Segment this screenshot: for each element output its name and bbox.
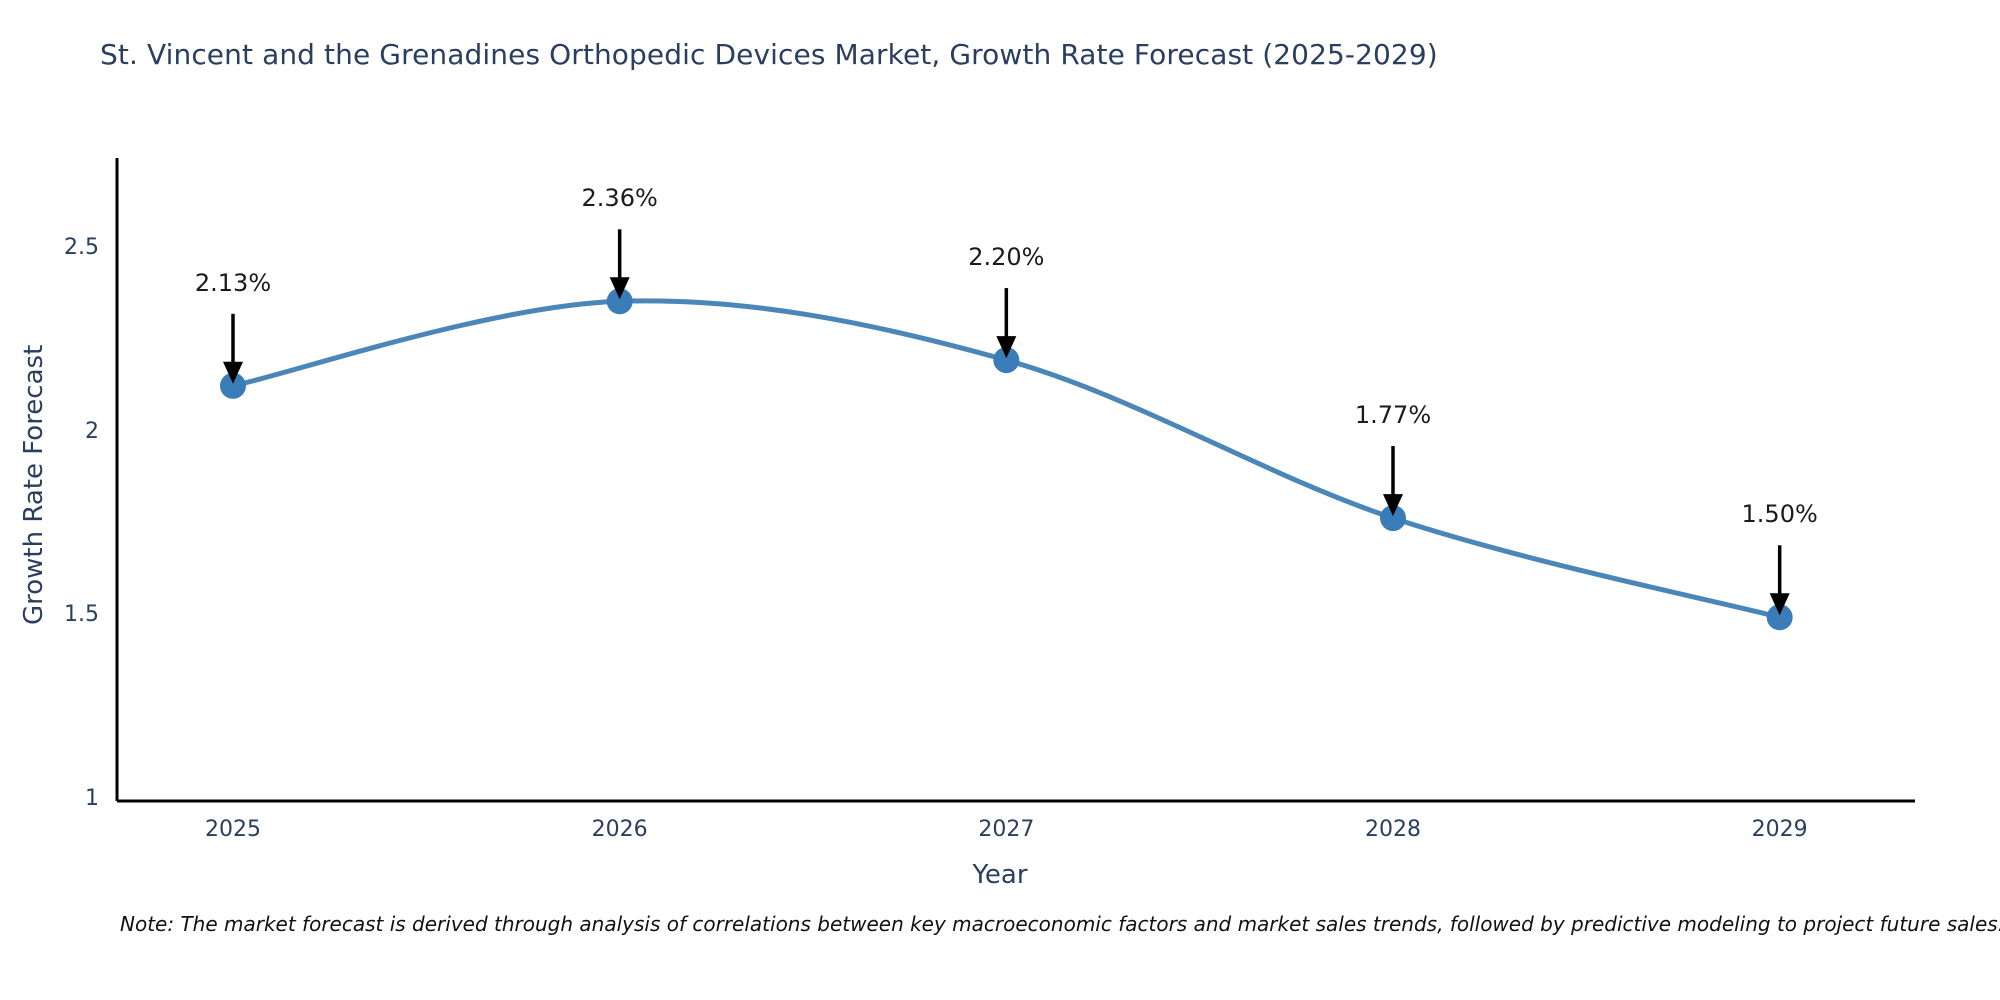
y-axis-title: Growth Rate Forecast bbox=[19, 344, 49, 625]
x-tick-label: 2026 bbox=[591, 817, 648, 842]
annotation-arrow-head bbox=[996, 336, 1017, 359]
data-point-label: 2.20% bbox=[968, 243, 1045, 272]
y-tick-label: 1 bbox=[85, 786, 99, 811]
annotation-arrow-head bbox=[1383, 494, 1403, 517]
chart-footnote: Note: The market forecast is derived thr… bbox=[120, 912, 2000, 936]
chart-axes bbox=[115, 158, 1915, 803]
x-tick-label: 2028 bbox=[1365, 817, 1421, 842]
annotation-arrow-head bbox=[1769, 593, 1790, 616]
data-point-markers[interactable] bbox=[220, 288, 1793, 631]
x-tick-label: 2027 bbox=[978, 817, 1035, 842]
data-point-marker[interactable] bbox=[220, 372, 246, 399]
y-tick-label: 2.5 bbox=[64, 234, 99, 260]
data-point-label: 1.77% bbox=[1354, 401, 1432, 430]
page-title: St. Vincent and the Grenadines Orthopedi… bbox=[100, 38, 1438, 71]
data-point-marker[interactable] bbox=[1380, 505, 1406, 532]
annotation-arrows bbox=[223, 229, 1790, 616]
data-point-marker[interactable] bbox=[993, 347, 1020, 374]
data-point-label: 2.36% bbox=[581, 184, 658, 213]
x-tick-label: 2025 bbox=[205, 817, 261, 842]
data-point-marker[interactable] bbox=[606, 288, 633, 315]
x-tick-label: 2029 bbox=[1751, 817, 1808, 842]
data-point-label: 1.50% bbox=[1741, 500, 1818, 529]
data-point-marker[interactable] bbox=[1766, 604, 1793, 631]
y-tick-label: 2 bbox=[85, 418, 99, 444]
annotation-arrow-head bbox=[609, 277, 630, 300]
x-axis-title: Year bbox=[972, 860, 1028, 890]
y-tick-label: 1.5 bbox=[64, 602, 99, 628]
data-point-label: 2.13% bbox=[194, 268, 272, 297]
annotation-arrow-head bbox=[223, 361, 243, 384]
